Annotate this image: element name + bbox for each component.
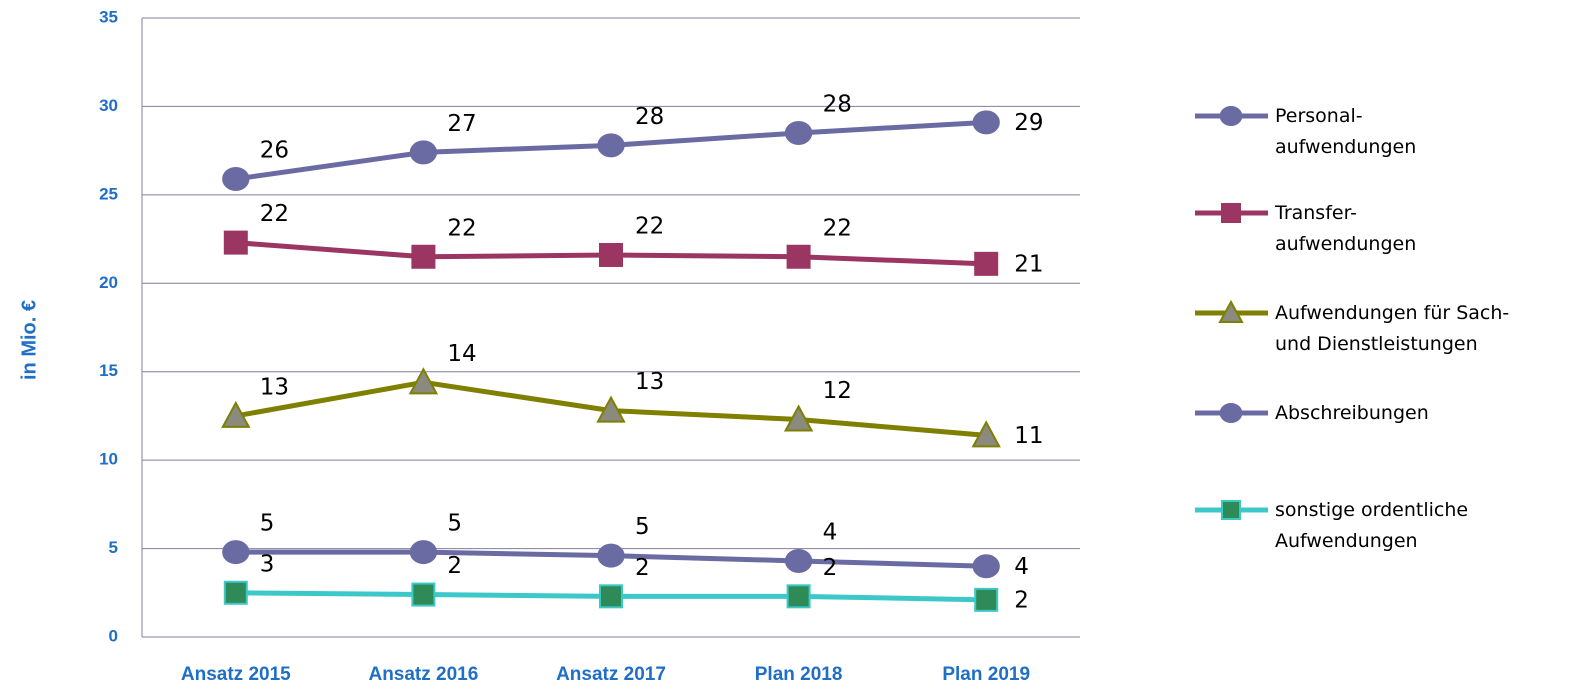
- legend-marker: [1221, 203, 1241, 223]
- marker: [599, 584, 623, 609]
- data-label: 2: [635, 555, 650, 581]
- data-label: 28: [823, 91, 852, 117]
- data-label: 22: [260, 201, 289, 227]
- marker: [411, 244, 436, 269]
- legend-marker: [1219, 106, 1243, 126]
- data-label: 4: [823, 519, 838, 545]
- marker: [786, 244, 811, 269]
- legend-marker: [1219, 403, 1243, 423]
- y-tick-label: 0: [109, 626, 118, 645]
- legend-label: Transfer- aufwendungen: [1275, 202, 1417, 255]
- legend-label: sonstige ordentliche Aufwendungen: [1275, 499, 1469, 552]
- data-label: 2: [823, 555, 838, 581]
- marker: [971, 420, 1001, 448]
- data-label: 12: [823, 378, 852, 404]
- data-label: 22: [823, 215, 852, 241]
- x-tick-label: Ansatz 2016: [368, 664, 478, 685]
- y-axis-label: in Mio. €: [18, 300, 40, 380]
- marker: [972, 110, 1000, 135]
- y-tick-label: 15: [99, 361, 118, 380]
- marker: [223, 580, 248, 605]
- x-tick-label: Ansatz 2017: [556, 664, 666, 685]
- marker: [408, 367, 439, 395]
- data-label: 2: [1014, 587, 1029, 613]
- data-label: 3: [260, 551, 275, 577]
- marker: [409, 140, 438, 165]
- data-label: 22: [635, 213, 664, 239]
- y-tick-label: 5: [109, 538, 118, 557]
- data-label: 21: [1014, 251, 1043, 277]
- y-tick-label: 20: [99, 273, 118, 292]
- x-tick-label: Plan 2018: [755, 664, 843, 685]
- marker: [409, 540, 438, 565]
- y-tick-label: 35: [99, 7, 118, 26]
- data-label: 14: [447, 341, 476, 367]
- data-label: 4: [1014, 554, 1029, 580]
- data-label: 5: [447, 511, 462, 537]
- data-label: 11: [1014, 423, 1043, 449]
- legend-label: Aufwendungen für Sach- und Dienstleistun…: [1275, 302, 1510, 355]
- marker: [784, 120, 813, 145]
- marker: [596, 395, 626, 423]
- data-label: 27: [447, 111, 476, 137]
- marker: [786, 584, 811, 609]
- legend-label: Abschreibungen: [1275, 402, 1429, 424]
- legend-label: Personal- aufwendungen: [1275, 105, 1417, 158]
- data-label: 13: [260, 374, 289, 400]
- data-label: 28: [635, 104, 664, 130]
- legend-marker: [1218, 299, 1244, 323]
- legend-marker: [1221, 500, 1241, 520]
- marker: [221, 400, 251, 428]
- marker: [597, 133, 625, 158]
- x-tick-label: Ansatz 2015: [181, 664, 291, 685]
- data-label: 13: [635, 369, 664, 395]
- marker: [974, 587, 999, 612]
- data-label: 22: [447, 215, 476, 241]
- data-label: 29: [1014, 110, 1043, 136]
- marker: [222, 166, 250, 191]
- marker: [411, 582, 436, 607]
- marker: [972, 554, 1000, 579]
- marker: [599, 242, 623, 267]
- marker: [784, 548, 813, 573]
- marker: [222, 540, 250, 565]
- marker: [223, 230, 248, 255]
- marker: [597, 543, 625, 568]
- data-label: 5: [635, 514, 650, 540]
- x-tick-label: Plan 2019: [942, 664, 1030, 685]
- marker: [974, 251, 999, 276]
- data-label: 2: [447, 553, 462, 579]
- y-tick-label: 10: [99, 450, 118, 469]
- y-tick-label: 30: [99, 96, 118, 115]
- data-label: 26: [260, 137, 289, 163]
- y-tick-label: 25: [99, 184, 118, 203]
- marker: [783, 404, 814, 432]
- data-label: 5: [260, 511, 275, 537]
